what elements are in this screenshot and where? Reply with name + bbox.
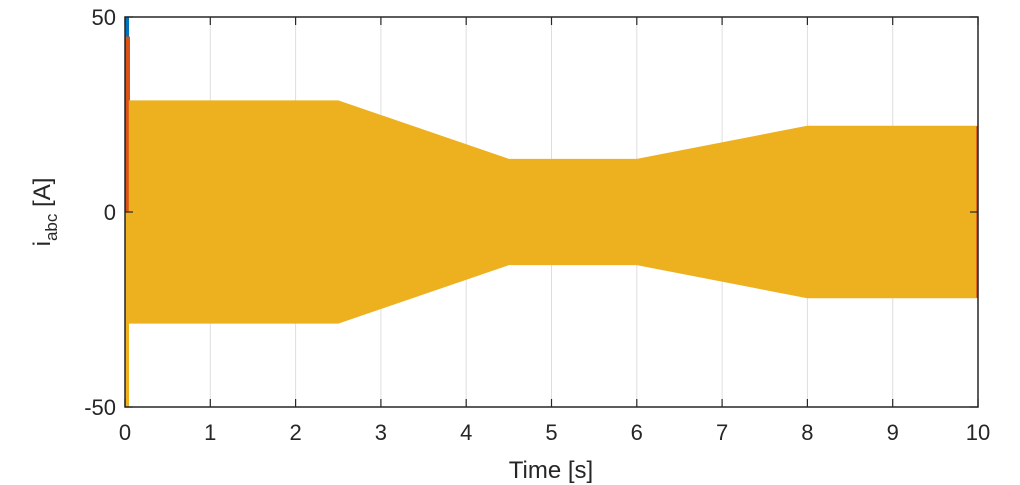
- x-tick-label-1: 1: [204, 420, 216, 445]
- x-tick-label-8: 8: [801, 420, 813, 445]
- y-axis-label-main: i: [29, 241, 56, 246]
- y-axis-label-subscript: abc: [42, 213, 61, 241]
- x-tick-label-7: 7: [716, 420, 728, 445]
- x-tick-label-3: 3: [375, 420, 387, 445]
- x-tick-label-6: 6: [631, 420, 643, 445]
- x-axis-label: Time [s]: [509, 457, 593, 484]
- y-axis-label: iabc [A]: [29, 178, 61, 247]
- phase-current-envelope: [128, 100, 979, 324]
- x-tick-label-4: 4: [460, 420, 472, 445]
- y-tick-label-0: 0: [104, 200, 116, 225]
- y-tick-label--50: -50: [84, 395, 116, 420]
- x-tick-label-10: 10: [966, 420, 990, 445]
- y-axis-label-unit: [A]: [29, 178, 56, 214]
- x-tick-label-0: 0: [119, 420, 131, 445]
- x-tick-label-2: 2: [289, 420, 301, 445]
- x-tick-label-9: 9: [887, 420, 899, 445]
- y-tick-label-50: 50: [92, 5, 116, 30]
- plot-area: [125, 17, 979, 407]
- x-tick-label-5: 5: [545, 420, 557, 445]
